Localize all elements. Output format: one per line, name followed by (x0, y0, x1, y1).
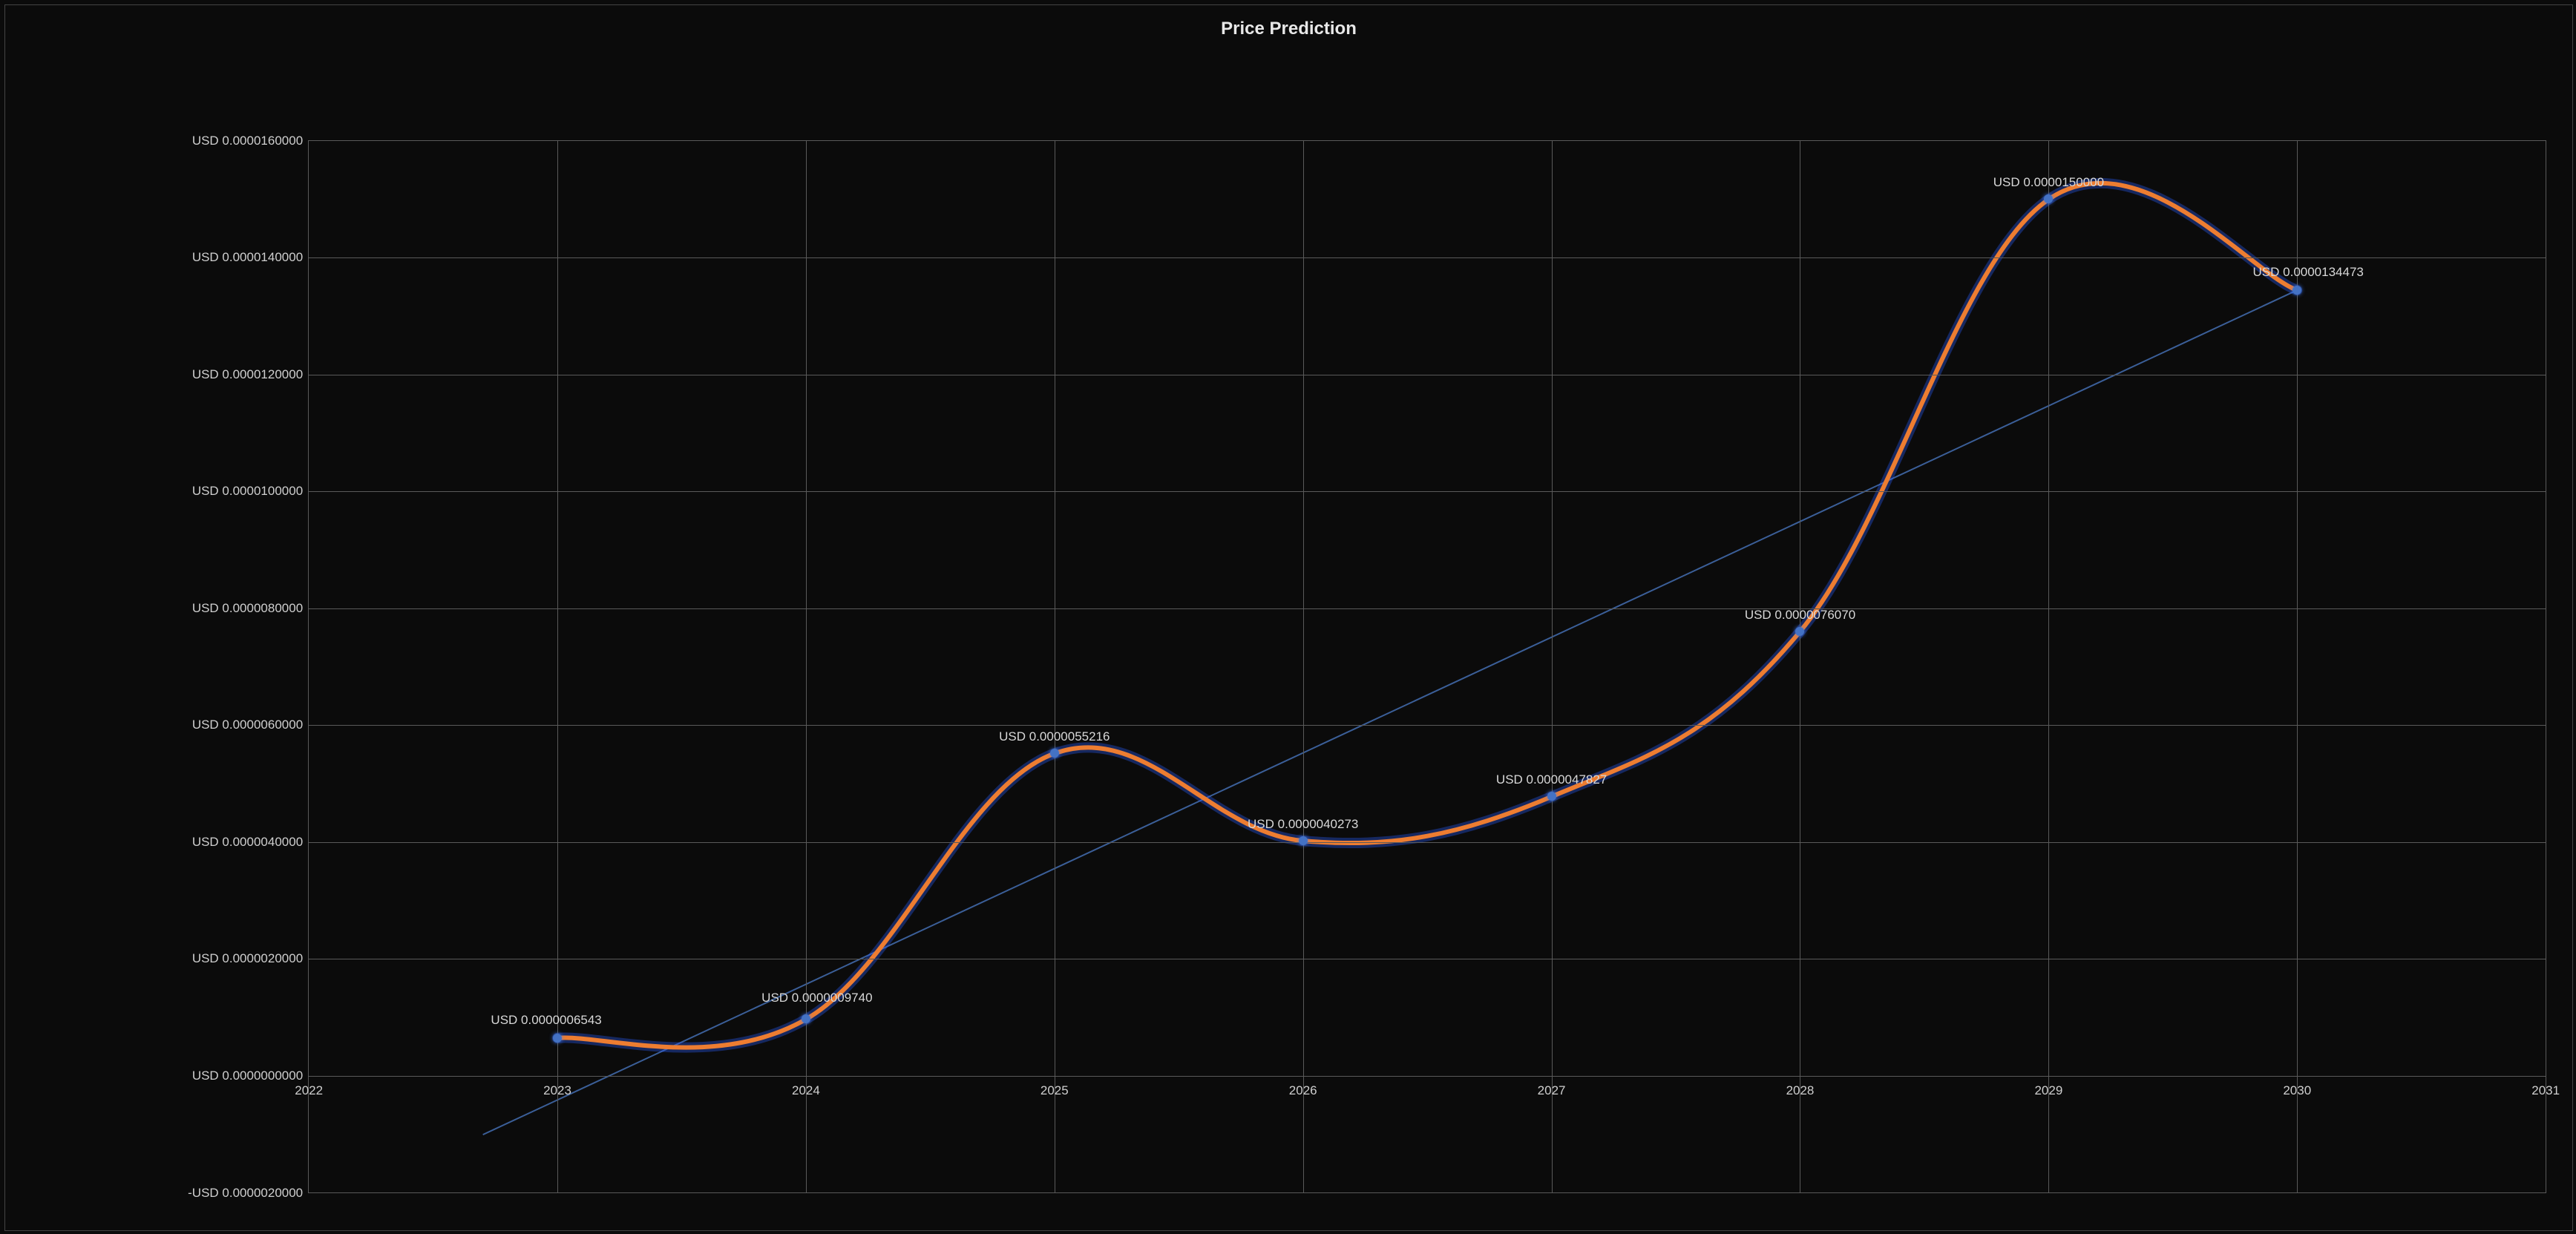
y-tick-label: USD 0.0000140000 (13, 250, 303, 265)
chart-frame: Price Prediction USD 0.0000006543USD 0.0… (4, 4, 2573, 1231)
plot-area: USD 0.0000006543 USD 0.0000009740 USD 0.00… (308, 140, 2546, 1194)
y-tick-label: USD 0.0000160000 (13, 134, 303, 148)
data-marker (1050, 749, 1059, 758)
y-tick-label: USD 0.0000100000 (13, 484, 303, 499)
gridline-vertical (2297, 141, 2298, 1193)
data-label: USD 0.0000009740 (761, 991, 872, 1005)
data-label: USD 0.0000134473 (2253, 265, 2364, 280)
gridline-horizontal (309, 491, 2546, 492)
gridline-horizontal (309, 725, 2546, 726)
data-marker (802, 1014, 810, 1023)
y-tick-label: USD 0.0000020000 (13, 951, 303, 966)
x-tick-label: 2030 (2283, 1083, 2311, 1098)
chart-title: Price Prediction (5, 19, 2572, 39)
y-tick-label: USD 0.0000060000 (13, 718, 303, 732)
series-glow (557, 183, 2297, 1047)
x-tick-label: 2031 (2531, 1083, 2560, 1098)
data-label: USD 0.0000150000 (1993, 175, 2104, 190)
series-line (557, 183, 2297, 1047)
x-tick-label: 2023 (543, 1083, 571, 1098)
data-marker (1299, 836, 1308, 845)
data-marker (2292, 286, 2301, 295)
gridline-vertical (806, 141, 807, 1193)
x-tick-label: 2029 (2034, 1083, 2062, 1098)
y-tick-label: USD 0.0000040000 (13, 835, 303, 850)
chart-svg (309, 141, 2546, 1193)
data-label: USD 0.0000055216 (999, 729, 1110, 744)
gridline-vertical (1552, 141, 1553, 1193)
data-marker (553, 1034, 562, 1043)
data-marker (1795, 627, 1804, 636)
gridline-vertical (2048, 141, 2049, 1193)
gridline-horizontal (309, 1076, 2546, 1077)
data-label: USD 0.0000047827 (1496, 772, 1607, 787)
x-tick-label: 2028 (1786, 1083, 1815, 1098)
y-tick-label: USD 0.0000080000 (13, 601, 303, 616)
y-tick-label: USD 0.0000000000 (13, 1069, 303, 1083)
gridline-horizontal (309, 257, 2546, 258)
x-tick-label: 2022 (295, 1083, 323, 1098)
x-tick-label: 2024 (792, 1083, 820, 1098)
data-marker (1547, 792, 1556, 801)
data-marker (2044, 194, 2053, 203)
x-tick-label: 2025 (1040, 1083, 1069, 1098)
x-tick-label: 2027 (1538, 1083, 1566, 1098)
data-label: USD 0.0000006543 (491, 1013, 601, 1028)
gridline-horizontal (309, 608, 2546, 609)
trendline (483, 290, 2297, 1135)
gridline-vertical (1303, 141, 1304, 1193)
data-label: USD 0.0000076070 (1745, 608, 1855, 623)
y-tick-label: USD 0.0000120000 (13, 367, 303, 382)
gridline-horizontal (309, 842, 2546, 843)
y-tick-label: -USD 0.0000020000 (13, 1186, 303, 1201)
chart-container: Price Prediction USD 0.0000006543USD 0.0… (0, 0, 2576, 1234)
data-label: USD 0.0000040273 (1248, 817, 1358, 832)
x-tick-label: 2026 (1289, 1083, 1317, 1098)
